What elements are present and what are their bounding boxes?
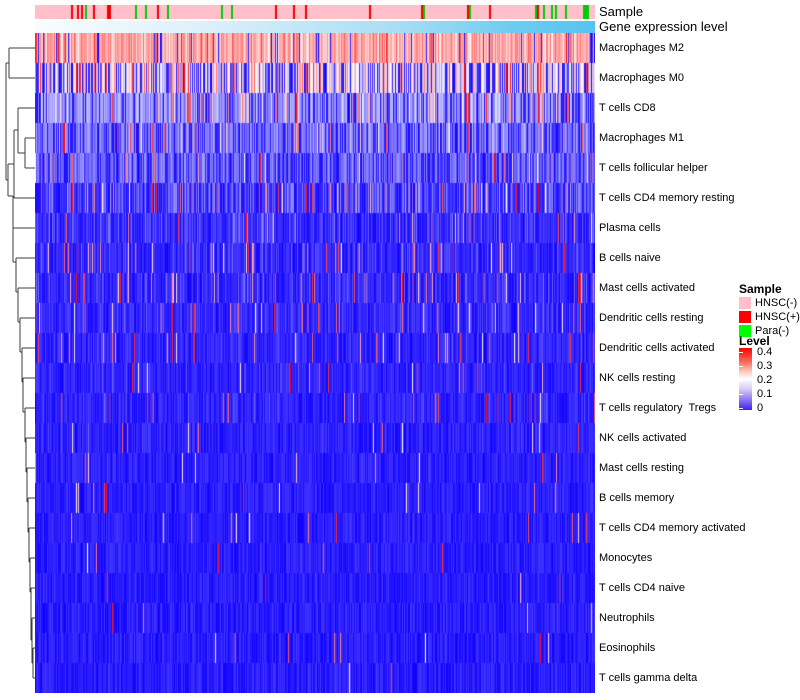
legend-item-label: Para(-) [755, 325, 790, 337]
legend-color-chip [739, 297, 751, 309]
heatmap-canvas [35, 33, 595, 693]
colorbar-tick-label: 0.1 [757, 388, 773, 400]
row-label: NK cells activated [599, 432, 687, 444]
row-label: T cells CD4 memory resting [599, 192, 735, 204]
colorbar-tick-label: 0 [757, 402, 764, 414]
legend-item-label: HNSC(-) [755, 297, 798, 309]
colorbar-tick-label: 0.4 [757, 346, 773, 358]
row-label: T cells follicular helper [599, 162, 708, 174]
row-label: Neutrophils [599, 612, 655, 624]
colorbar-tick-label: 0.3 [757, 360, 773, 372]
row-label: NK cells resting [599, 372, 676, 384]
row-label: B cells naive [599, 252, 661, 264]
row-label: T cells regulatory Tregs [599, 402, 717, 414]
level-colorbar [739, 348, 752, 410]
row-label: B cells memory [599, 492, 675, 504]
gene-expression-annotation-label: Gene expression level [599, 19, 728, 34]
legend-item-label: HNSC(+) [755, 311, 800, 323]
gene-expression-annotation-bar [35, 21, 595, 33]
dendrogram-lines [5, 47, 35, 679]
colorbar-tick [739, 394, 743, 395]
row-label: Macrophages M1 [599, 132, 684, 144]
legend-color-chip [739, 311, 751, 323]
row-label: Macrophages M0 [599, 72, 684, 84]
row-label: T cells CD4 memory activated [599, 522, 746, 534]
sample-annotation-label: Sample [599, 4, 644, 19]
row-label: Mast cells resting [599, 462, 684, 474]
row-label: T cells CD8 [599, 102, 656, 114]
row-dendrogram [5, 47, 35, 679]
colorbar-tick [739, 352, 743, 353]
colorbar-tick [739, 380, 743, 381]
row-label: T cells CD4 naive [599, 582, 685, 594]
colorbar-tick [739, 366, 743, 367]
colorbar-tick [739, 408, 743, 409]
row-label: Dendritic cells activated [599, 342, 715, 354]
row-label: Eosinophils [599, 642, 656, 654]
legend-level-title: Level [739, 334, 770, 348]
legend-color-chip [739, 325, 751, 337]
colorbar-tick-label: 0.2 [757, 374, 773, 386]
row-label: Plasma cells [599, 222, 661, 234]
sample-annotation-bar [35, 5, 595, 19]
row-label: Macrophages M2 [599, 42, 684, 54]
legend-sample-title: Sample [739, 282, 782, 296]
row-label: Mast cells activated [599, 282, 695, 294]
row-label: T cells gamma delta [599, 672, 698, 684]
row-label: Dendritic cells resting [599, 312, 704, 324]
row-label: Monocytes [599, 552, 653, 564]
